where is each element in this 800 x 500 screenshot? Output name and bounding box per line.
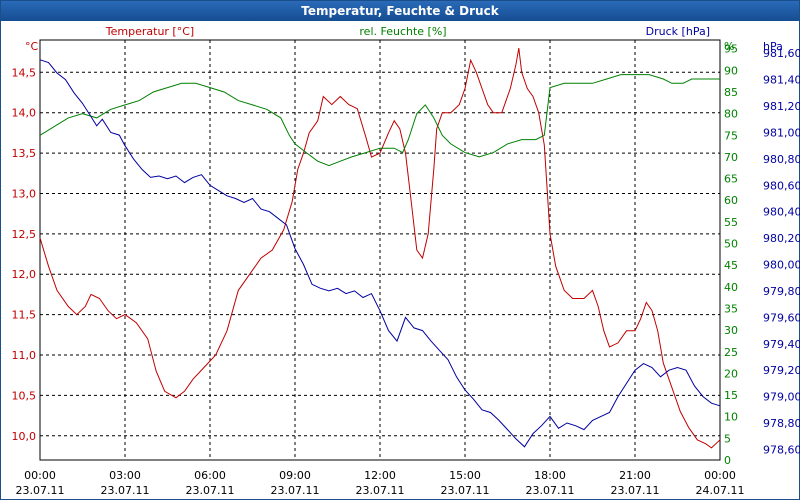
x-tick-time: 06:00 — [194, 469, 226, 482]
series-line-temperature — [39, 48, 721, 449]
chart-title: Temperatur, Feuchte & Druck — [1, 1, 799, 21]
pressure-tick-label: 979,80 — [763, 285, 800, 298]
humidity-unit-label: % — [724, 40, 734, 53]
pressure-tick-label: 980,80 — [763, 153, 800, 166]
humidity-tick-label: 30 — [724, 324, 738, 337]
legend-entry: rel. Feuchte [%] — [359, 25, 446, 38]
pressure-tick-label: 981,20 — [763, 100, 800, 113]
x-tick-date: 24.07.11 — [696, 484, 745, 497]
humidity-tick-label: 65 — [724, 173, 738, 186]
pressure-tick-label: 979,20 — [763, 364, 800, 377]
pressure-tick-label: 978,60 — [763, 443, 800, 456]
x-tick-time: 21:00 — [619, 469, 651, 482]
humidity-tick-label: 20 — [724, 367, 738, 380]
humidity-tick-label: 0 — [724, 454, 731, 467]
x-tick-date: 23.07.11 — [101, 484, 150, 497]
temperature-tick-label: 11,0 — [12, 349, 37, 362]
temperature-tick-label: 13,0 — [12, 187, 37, 200]
x-tick-time: 09:00 — [279, 469, 311, 482]
temperature-tick-label: 12,0 — [12, 268, 37, 281]
legend-entry: Druck [hPa] — [646, 25, 710, 38]
humidity-tick-label: 15 — [724, 389, 738, 402]
temperature-tick-label: 13,5 — [12, 147, 37, 160]
x-tick-date: 23.07.11 — [441, 484, 490, 497]
pressure-tick-label: 979,40 — [763, 338, 800, 351]
x-tick-time: 18:00 — [534, 469, 566, 482]
series-line-humidity — [39, 74, 720, 167]
series-layer — [39, 48, 721, 449]
x-tick-date: 23.07.11 — [611, 484, 660, 497]
pressure-tick-label: 979,00 — [763, 391, 800, 404]
humidity-tick-label: 10 — [724, 411, 738, 424]
x-tick-time: 00:00 — [704, 469, 736, 482]
temperature-tick-label: 14,0 — [12, 107, 37, 120]
axes-layer: 00:00 23.07.11 03:00 23.07.11 06:00 23.07.11 0… — [12, 25, 800, 497]
temperature-tick-label: 10,0 — [12, 430, 37, 443]
humidity-tick-label: 95 — [724, 43, 738, 56]
temperature-tick-label: 11,5 — [12, 309, 37, 322]
x-tick-time: 00:00 — [24, 469, 56, 482]
pressure-tick-label: 980,60 — [763, 179, 800, 192]
temperature-tick-label: 10,5 — [12, 389, 37, 402]
x-tick-time: 12:00 — [364, 469, 396, 482]
humidity-tick-label: 90 — [724, 64, 738, 77]
pressure-unit-label: hPa — [763, 40, 783, 53]
humidity-tick-label: 45 — [724, 259, 738, 272]
humidity-tick-label: 50 — [724, 238, 738, 251]
temperature-tick-label: 12,5 — [12, 228, 37, 241]
pressure-tick-label: 979,60 — [763, 311, 800, 324]
pressure-tick-label: 980,20 — [763, 232, 800, 245]
series-line-pressure — [39, 59, 721, 448]
legend-entry: Temperatur [°C] — [105, 25, 194, 38]
x-tick-time: 03:00 — [109, 469, 141, 482]
humidity-tick-label: 25 — [724, 346, 738, 359]
pressure-tick-label: 980,00 — [763, 259, 800, 272]
temperature-unit-label: °C — [25, 40, 39, 53]
pressure-tick-label: 981,00 — [763, 126, 800, 139]
pressure-tick-label: 981,40 — [763, 74, 800, 87]
humidity-tick-label: 60 — [724, 194, 738, 207]
humidity-tick-label: 40 — [724, 281, 738, 294]
x-tick-date: 23.07.11 — [186, 484, 235, 497]
humidity-tick-label: 75 — [724, 129, 738, 142]
x-tick-date: 23.07.11 — [16, 484, 65, 497]
humidity-tick-label: 70 — [724, 151, 738, 164]
x-tick-time: 15:00 — [449, 469, 481, 482]
humidity-tick-label: 35 — [724, 302, 738, 315]
humidity-tick-label: 5 — [724, 432, 731, 445]
x-tick-date: 23.07.11 — [526, 484, 575, 497]
humidity-tick-label: 85 — [724, 86, 738, 99]
pressure-tick-label: 978,80 — [763, 417, 800, 430]
pressure-tick-label: 981,60 — [763, 47, 800, 60]
pressure-tick-label: 980,40 — [763, 206, 800, 219]
temperature-tick-label: 14,5 — [12, 66, 37, 79]
x-tick-date: 23.07.11 — [356, 484, 405, 497]
humidity-tick-label: 55 — [724, 216, 738, 229]
grid — [40, 40, 720, 460]
humidity-tick-label: 80 — [724, 108, 738, 121]
x-tick-date: 23.07.11 — [271, 484, 320, 497]
